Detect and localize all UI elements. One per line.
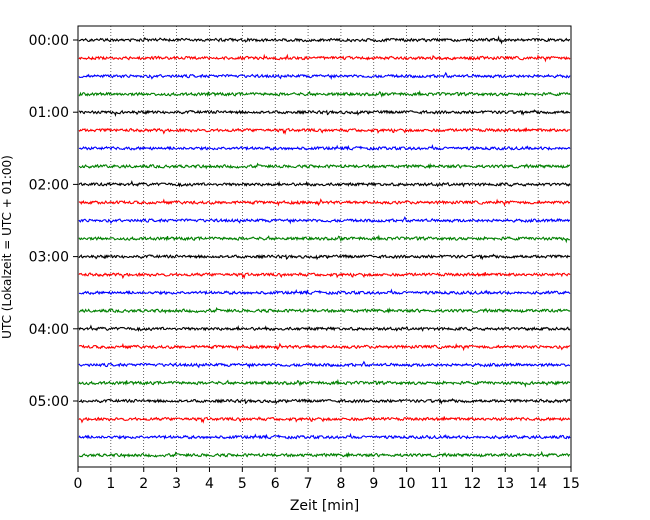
x-tick-label: 3 <box>172 476 181 492</box>
trace-line <box>78 127 571 135</box>
trace-line <box>78 450 571 459</box>
plot-frame <box>77 25 572 468</box>
trace-line <box>78 342 571 352</box>
trace-line <box>78 397 571 405</box>
trace-line <box>78 35 571 45</box>
x-tick-label: 13 <box>496 476 514 492</box>
x-tick-label: 7 <box>304 476 313 492</box>
y-axis-ticks: 00:00 01:00 02:00 03:00 04:00 05:00 <box>29 33 78 410</box>
x-tick-label: 2 <box>139 476 148 492</box>
x-tick-label: 8 <box>336 476 345 492</box>
trace-line <box>78 90 571 98</box>
trace-line <box>78 198 571 207</box>
trace-line <box>78 432 571 440</box>
x-tick-label: 0 <box>74 476 83 492</box>
trace-line <box>78 143 571 151</box>
y-tick-label: 02:00 <box>29 177 69 193</box>
trace-line <box>78 360 571 369</box>
y-tick-label: 03:00 <box>29 250 69 266</box>
x-axis-ticks: 0 1 2 3 4 5 6 7 8 9 10 11 12 13 14 15 <box>74 467 580 492</box>
y-tick-label: 05:00 <box>29 394 69 410</box>
trace-line <box>78 53 571 63</box>
x-tick-label: 5 <box>238 476 247 492</box>
trace-line <box>78 271 571 280</box>
trace-line <box>78 234 571 244</box>
y-tick-label: 00:00 <box>29 33 69 49</box>
trace-line <box>78 109 571 117</box>
x-tick-label: 1 <box>106 476 115 492</box>
x-tick-label: 9 <box>369 476 378 492</box>
x-tick-label: 12 <box>463 476 481 492</box>
x-tick-label: 11 <box>431 476 449 492</box>
x-tick-label: 15 <box>562 476 580 492</box>
y-tick-label: 04:00 <box>29 322 69 338</box>
x-axis-label: Zeit [min] <box>290 498 359 514</box>
trace-line <box>78 253 571 261</box>
trace-line <box>78 71 571 81</box>
trace-line <box>78 306 571 315</box>
trace-line <box>78 288 571 296</box>
x-tick-label: 10 <box>398 476 416 492</box>
seismic-traces <box>78 35 571 459</box>
trace-line <box>78 324 571 332</box>
trace-line <box>78 179 571 188</box>
x-tick-label: 4 <box>205 476 214 492</box>
y-tick-label: 01:00 <box>29 105 69 121</box>
trace-line <box>78 162 571 170</box>
trace-line <box>78 416 571 424</box>
trace-line <box>78 216 571 225</box>
trace-line <box>78 378 571 388</box>
x-tick-label: 14 <box>529 476 547 492</box>
y-axis-label: UTC (Lokalzeit = UTC + 01:00) <box>0 155 14 339</box>
x-tick-label: 6 <box>271 476 280 492</box>
